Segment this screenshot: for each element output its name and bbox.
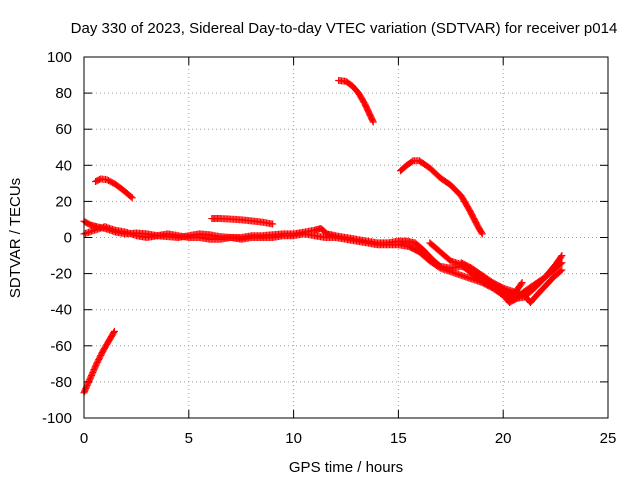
data-point-marker bbox=[269, 220, 277, 228]
y-tick-label: 100 bbox=[47, 49, 72, 66]
tick-labels: 0 5 10 15 20 25 -100 -80 -60 -40 -20 0 20 40 60 80 100 bbox=[42, 49, 616, 447]
data-point-marker bbox=[478, 230, 486, 238]
series-track-8 bbox=[335, 76, 377, 126]
data-point-marker bbox=[557, 253, 565, 261]
series-track-9 bbox=[396, 157, 486, 238]
data-point-marker bbox=[128, 194, 136, 202]
series-track-6 bbox=[457, 259, 566, 306]
x-tick-label: 15 bbox=[390, 430, 407, 447]
y-tick-label: 80 bbox=[55, 85, 72, 102]
x-tick-label: 25 bbox=[600, 430, 617, 447]
x-tick-label: 10 bbox=[285, 430, 302, 447]
data-point-marker bbox=[369, 118, 377, 126]
data-point-marker bbox=[558, 266, 566, 274]
x-axis-label: GPS time / hours bbox=[289, 459, 403, 476]
x-tick-label: 5 bbox=[185, 430, 193, 447]
data-point-marker bbox=[127, 193, 135, 201]
y-tick-label: -60 bbox=[50, 338, 72, 355]
data-series bbox=[80, 76, 566, 397]
series-track-2 bbox=[92, 175, 136, 202]
y-tick-label: -40 bbox=[50, 302, 72, 319]
data-point-marker bbox=[518, 279, 526, 287]
data-point-marker bbox=[557, 267, 565, 275]
data-point-marker bbox=[517, 280, 525, 288]
data-point-marker bbox=[110, 327, 118, 335]
y-axis-label: SDTVAR / TECUs bbox=[7, 178, 24, 298]
chart-title: Day 330 of 2023, Sidereal Day-to-day VTE… bbox=[71, 20, 618, 37]
data-point-marker bbox=[558, 252, 566, 260]
y-tick-label: 40 bbox=[55, 157, 72, 174]
y-tick-label: -100 bbox=[42, 410, 72, 427]
y-tick-label: 20 bbox=[55, 193, 72, 210]
data-point-marker bbox=[110, 329, 118, 337]
y-tick-label: 60 bbox=[55, 121, 72, 138]
y-tick-label: -80 bbox=[50, 374, 72, 391]
x-tick-label: 20 bbox=[495, 430, 512, 447]
y-tick-label: 0 bbox=[64, 230, 72, 247]
x-tick-label: 0 bbox=[80, 430, 88, 447]
data-point-marker bbox=[478, 229, 486, 237]
series-track-7 bbox=[208, 215, 277, 228]
y-tick-label: -20 bbox=[50, 266, 72, 283]
plot-frame bbox=[83, 56, 609, 419]
